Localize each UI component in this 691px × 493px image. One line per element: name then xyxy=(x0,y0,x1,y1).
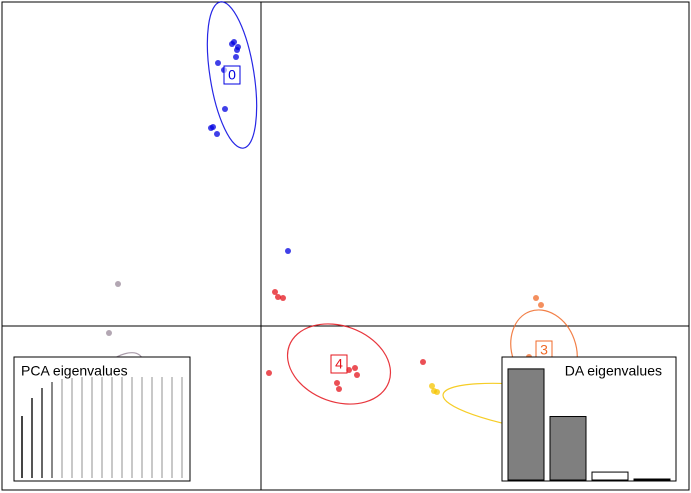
eigen-bar xyxy=(91,377,93,478)
point xyxy=(275,294,281,300)
point xyxy=(106,330,112,336)
point xyxy=(214,131,220,137)
point xyxy=(538,302,544,308)
eigen-bar xyxy=(71,378,73,478)
point xyxy=(429,383,435,389)
point xyxy=(208,125,214,131)
eigen-bar xyxy=(141,377,143,478)
eigen-bar xyxy=(101,377,103,478)
eigen-bar xyxy=(633,478,671,481)
eigen-bar xyxy=(131,377,133,478)
cluster-label-box xyxy=(223,65,241,85)
point xyxy=(334,380,340,386)
point xyxy=(115,281,121,287)
cluster-label: 4 xyxy=(335,356,343,372)
point xyxy=(354,372,360,378)
point xyxy=(231,39,237,45)
point xyxy=(272,289,278,295)
point xyxy=(420,359,426,365)
eigen-bar xyxy=(121,377,123,478)
eigen-bar xyxy=(81,377,83,478)
eigen-bar xyxy=(549,416,587,481)
point xyxy=(215,60,221,66)
point xyxy=(533,295,539,301)
point xyxy=(434,389,440,395)
cluster-ellipse xyxy=(286,323,392,405)
eigen-bar xyxy=(51,382,53,478)
eigen-bar xyxy=(161,377,163,478)
eigen-bar xyxy=(591,471,629,481)
point xyxy=(280,295,286,301)
point xyxy=(352,365,358,371)
eigen-bar xyxy=(41,388,43,478)
inset-title: DA eigenvalues xyxy=(565,363,662,379)
point xyxy=(266,370,272,376)
eigen-bar xyxy=(507,368,545,481)
cluster-ellipse xyxy=(206,1,258,149)
cluster-label: 3 xyxy=(540,342,548,358)
eigen-bar xyxy=(31,398,33,478)
point xyxy=(233,54,239,60)
eigen-bar xyxy=(21,416,23,478)
eigen-bar xyxy=(171,377,173,478)
eigen-bar xyxy=(181,377,183,478)
point xyxy=(222,106,228,112)
point xyxy=(336,386,342,392)
eigen-bar xyxy=(61,379,63,478)
cluster-label: 0 xyxy=(228,67,236,83)
point xyxy=(235,44,241,50)
cluster-label-box xyxy=(330,354,348,374)
eigen-bar xyxy=(111,377,113,478)
inset-title: PCA eigenvalues xyxy=(21,363,128,379)
eigen-bar xyxy=(151,377,153,478)
point xyxy=(285,248,291,254)
